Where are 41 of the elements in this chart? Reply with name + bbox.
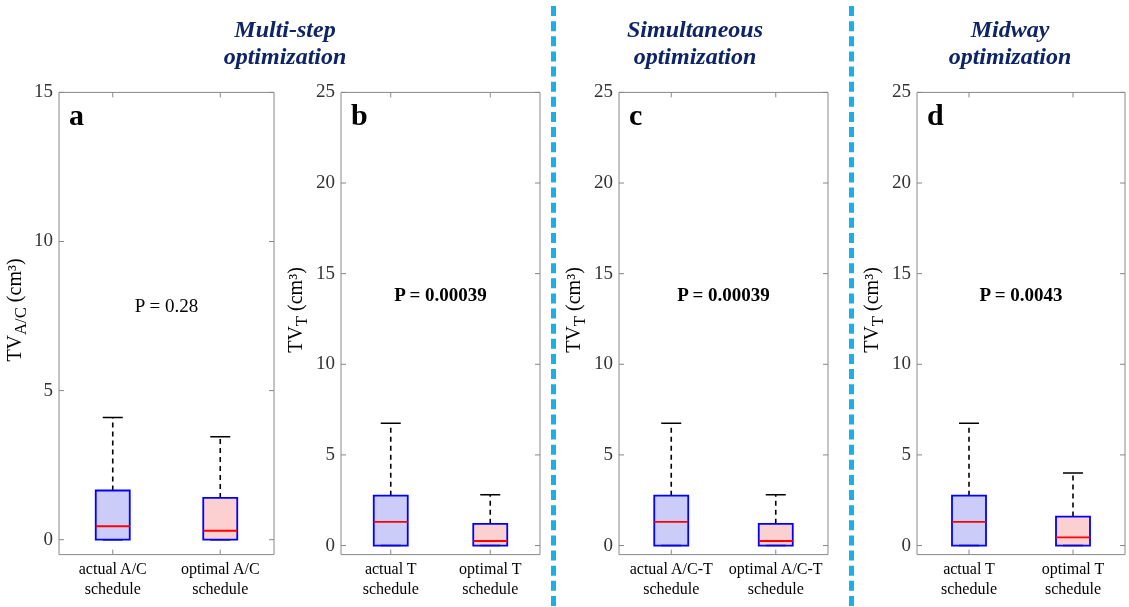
y-tick-label: 15 — [892, 261, 911, 283]
y-tick-label: 15 — [316, 261, 335, 283]
y-tick-label: 0 — [43, 527, 53, 549]
y-tick-label: 5 — [325, 442, 335, 464]
y-tick-label: 5 — [901, 442, 911, 464]
y-tick-label: 10 — [892, 352, 911, 374]
annotation: d — [927, 98, 944, 132]
y-tick-label: 20 — [892, 171, 911, 193]
y-tick-label: 10 — [316, 352, 335, 374]
annotation: P = 0.0043 — [979, 284, 1063, 306]
chart-title: Multi-step optimization — [222, 16, 348, 70]
y-tick-label: 0 — [901, 533, 911, 555]
x-tick-label: actual A/C-T schedule — [629, 560, 714, 597]
y-tick-label: 20 — [594, 171, 613, 193]
chart-title: Simultaneous optimization — [625, 16, 765, 70]
x-tick-label: optimal T schedule — [459, 560, 522, 597]
y-tick-label: 25 — [594, 80, 613, 102]
y-tick-label: 15 — [34, 80, 53, 102]
y-tick-label: 0 — [603, 533, 613, 555]
y-tick-label: 15 — [594, 261, 613, 283]
x-tick-label: optimal T schedule — [1041, 560, 1105, 597]
annotation: a — [69, 98, 84, 132]
x-tick-label: actual A/C schedule — [78, 560, 147, 597]
y-tick-label: 5 — [603, 442, 613, 464]
annotation: P = 0.00039 — [394, 284, 487, 306]
y-tick-label: 10 — [34, 229, 53, 251]
y-tick-label: 10 — [594, 352, 613, 374]
y-tick-label: 20 — [316, 171, 335, 193]
y-tick-label: 25 — [892, 80, 911, 102]
chart-title: Midway optimization — [947, 16, 1073, 70]
x-tick-label: actual T schedule — [941, 560, 997, 597]
y-tick-label: 25 — [316, 80, 335, 102]
annotation: c — [629, 98, 643, 132]
x-tick-label: optimal A/C-T schedule — [728, 560, 823, 597]
annotation: P = 0.00039 — [677, 284, 770, 306]
x-tick-label: optimal A/C schedule — [180, 560, 260, 597]
y-tick-label: 0 — [325, 533, 335, 555]
y-tick-label: 5 — [43, 378, 53, 400]
annotation: P = 0.28 — [134, 295, 199, 317]
x-tick-label: actual T schedule — [362, 560, 419, 597]
annotation: b — [351, 98, 368, 132]
